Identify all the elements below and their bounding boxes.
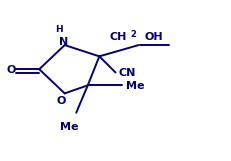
Text: Me: Me <box>126 81 144 91</box>
Text: H: H <box>55 25 63 34</box>
Text: O: O <box>57 96 66 106</box>
Text: CN: CN <box>119 68 136 78</box>
Text: CH: CH <box>110 32 127 42</box>
Text: 2: 2 <box>131 30 136 39</box>
Text: Me: Me <box>60 122 79 132</box>
Text: O: O <box>7 65 16 75</box>
Text: OH: OH <box>144 32 163 42</box>
Text: N: N <box>59 37 68 47</box>
